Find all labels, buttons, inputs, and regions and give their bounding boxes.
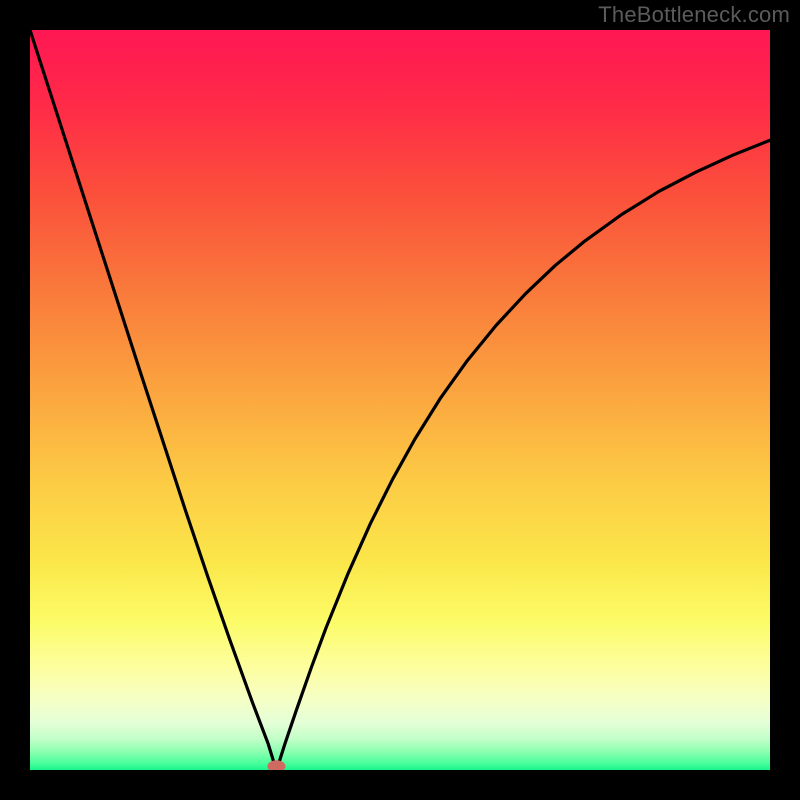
chart-stage: TheBottleneck.com xyxy=(0,0,800,800)
plot-background xyxy=(30,30,770,770)
bottleneck-chart xyxy=(0,0,800,800)
